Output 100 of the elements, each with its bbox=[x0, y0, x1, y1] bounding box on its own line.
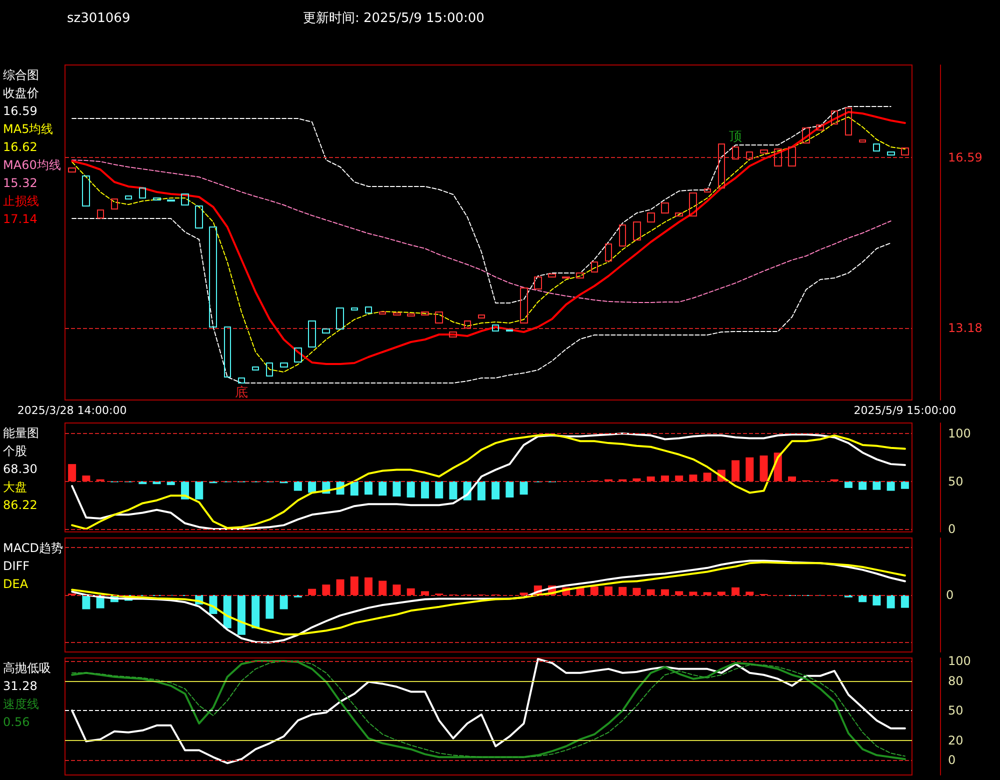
line-series bbox=[72, 106, 892, 304]
x-tick-label: 2025/3/28 14:00:00 bbox=[17, 404, 127, 417]
text: 速度线 bbox=[3, 697, 39, 711]
bar bbox=[294, 481, 302, 491]
y-tick-label: 80 bbox=[948, 674, 964, 688]
bar bbox=[760, 455, 768, 482]
candlestick bbox=[619, 224, 626, 246]
y-tick-label: 100 bbox=[948, 654, 971, 668]
text: 收盘价 bbox=[3, 86, 39, 100]
candlestick bbox=[68, 168, 76, 172]
bar bbox=[732, 587, 740, 595]
series-label: MA60均线 bbox=[3, 158, 61, 172]
bar bbox=[900, 595, 909, 608]
candlestick bbox=[209, 226, 217, 328]
bar bbox=[364, 577, 373, 595]
bar bbox=[378, 481, 387, 496]
candlestick bbox=[125, 196, 132, 200]
bar bbox=[858, 481, 867, 490]
text: 16.62 bbox=[3, 140, 38, 154]
bar bbox=[844, 481, 852, 488]
bar bbox=[717, 592, 726, 595]
candlestick bbox=[139, 188, 146, 198]
bar bbox=[364, 481, 373, 495]
chart-subtitle: 更新时间: 2025/5/9 15:00:00 bbox=[303, 11, 484, 26]
bar bbox=[492, 481, 500, 500]
candlestick bbox=[802, 128, 810, 144]
candlestick bbox=[845, 108, 852, 136]
bar bbox=[420, 481, 429, 498]
bar bbox=[632, 588, 641, 595]
bar bbox=[477, 481, 486, 500]
text: 0.56 bbox=[3, 715, 30, 729]
bar bbox=[746, 457, 754, 482]
candlestick bbox=[280, 362, 288, 368]
bar bbox=[420, 591, 429, 595]
text: 68.30 bbox=[3, 462, 38, 476]
candlestick bbox=[675, 212, 683, 216]
candlestick bbox=[859, 140, 866, 142]
bar bbox=[435, 481, 444, 498]
candlestick bbox=[336, 308, 344, 330]
candlestick bbox=[195, 206, 203, 228]
bar bbox=[703, 592, 712, 595]
candlestick bbox=[111, 198, 118, 210]
y-axis-title: 综合图 bbox=[3, 68, 39, 82]
candlestick bbox=[464, 320, 471, 328]
candlestick bbox=[689, 192, 697, 216]
bar bbox=[195, 481, 204, 500]
candlestick bbox=[266, 362, 273, 376]
text: 止损线 bbox=[3, 194, 39, 208]
bar bbox=[82, 476, 90, 482]
bar bbox=[646, 476, 655, 482]
candlestick bbox=[760, 150, 768, 154]
candlestick bbox=[294, 348, 302, 362]
candlestick bbox=[732, 146, 739, 160]
bar bbox=[660, 476, 669, 482]
text: DEA bbox=[3, 577, 29, 591]
line-series bbox=[72, 160, 892, 303]
candlestick bbox=[181, 194, 189, 206]
bar bbox=[237, 595, 246, 635]
candlestick bbox=[252, 366, 259, 370]
text: 17.14 bbox=[3, 212, 38, 226]
bar bbox=[308, 588, 316, 595]
candlestick bbox=[520, 288, 528, 324]
bar bbox=[632, 478, 641, 482]
bar bbox=[646, 589, 655, 595]
y-tick-label: 50 bbox=[948, 704, 964, 718]
text: 高抛低吸 bbox=[3, 661, 51, 675]
candlestick bbox=[901, 148, 909, 156]
bar bbox=[378, 580, 387, 595]
bar bbox=[886, 481, 895, 491]
bar bbox=[872, 481, 881, 490]
bar bbox=[322, 584, 330, 595]
candlestick bbox=[816, 124, 824, 130]
candlestick bbox=[605, 244, 612, 262]
line-series bbox=[72, 218, 892, 384]
candlestick bbox=[478, 314, 485, 318]
bar bbox=[689, 592, 698, 595]
candlestick bbox=[351, 308, 358, 310]
bar bbox=[336, 579, 344, 595]
candlestick bbox=[591, 262, 598, 272]
text: 15.32 bbox=[3, 176, 38, 190]
candlestick bbox=[746, 152, 753, 160]
candlestick bbox=[576, 272, 584, 278]
text: 31.28 bbox=[3, 679, 38, 693]
bar bbox=[68, 464, 76, 482]
bar bbox=[618, 586, 627, 595]
candlestick bbox=[365, 306, 372, 314]
y-tick-label: 50 bbox=[948, 474, 964, 488]
bar bbox=[660, 589, 669, 595]
candlestick bbox=[393, 312, 401, 316]
bar bbox=[900, 481, 909, 489]
x-tick-label: 2025/5/9 15:00:00 bbox=[854, 404, 956, 417]
bar bbox=[266, 595, 274, 619]
bar bbox=[280, 595, 288, 610]
bar bbox=[520, 481, 528, 495]
candlestick bbox=[647, 212, 655, 222]
candlestick bbox=[661, 202, 669, 214]
bar bbox=[788, 476, 796, 482]
text: MA5均线 bbox=[3, 122, 54, 136]
text: 大盘 bbox=[3, 480, 27, 494]
candlestick bbox=[238, 378, 245, 384]
